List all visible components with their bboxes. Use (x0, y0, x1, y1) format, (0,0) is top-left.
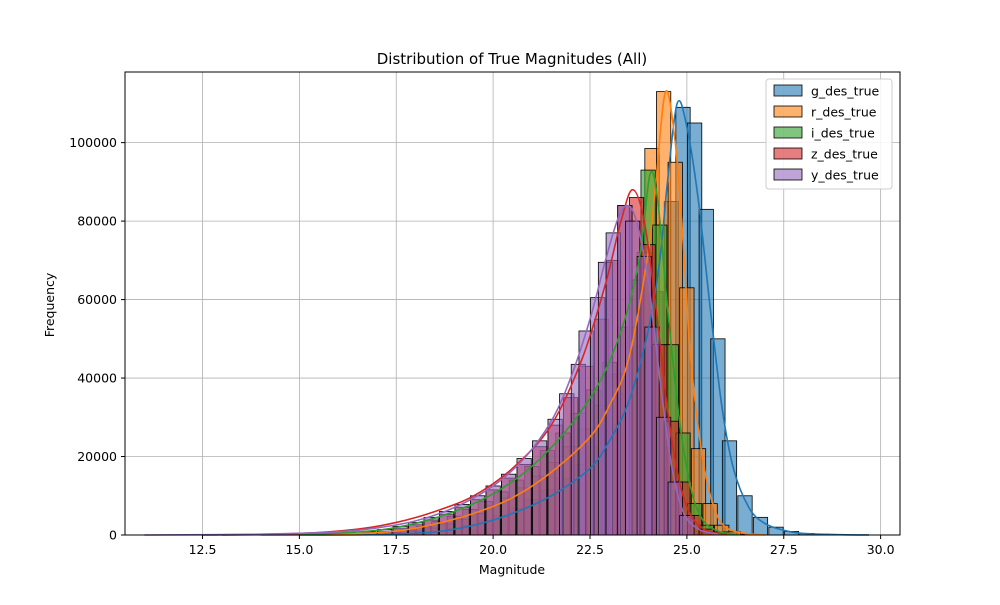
legend: g_des_true r_des_true i_des_true z_des_true… (766, 79, 892, 189)
x-tick-label: 17.5 (382, 542, 410, 557)
legend-label-z_des_true: z_des_true (811, 147, 878, 162)
y-tick-label: 0 (109, 528, 117, 543)
x-tick-label: 15.0 (285, 542, 313, 557)
x-tick-label: 12.5 (189, 542, 217, 557)
legend-label-y_des_true: y_des_true (811, 168, 879, 183)
legend-swatch-y_des_true (774, 169, 802, 180)
legend-swatch-i_des_true (774, 127, 802, 138)
chart-title: Distribution of True Magnitudes (All) (377, 50, 647, 68)
x-tick-label: 25.0 (673, 542, 701, 557)
y-axis-label: Frequency (42, 272, 57, 337)
y-tick-label: 80000 (77, 214, 117, 229)
legend-swatch-g_des_true (774, 85, 802, 96)
x-axis-label: Magnitude (479, 562, 546, 577)
y-tick-label: 100000 (69, 135, 117, 150)
legend-label-g_des_true: g_des_true (811, 84, 880, 99)
y-tick-label: 20000 (77, 449, 117, 464)
legend-swatch-r_des_true (774, 106, 802, 117)
y-ticks: 0 20000 40000 60000 80000 100000 (69, 135, 125, 542)
legend-swatch-z_des_true (774, 148, 802, 159)
y-tick-label: 40000 (77, 371, 117, 386)
x-tick-label: 22.5 (576, 542, 604, 557)
x-tick-label: 20.0 (479, 542, 507, 557)
legend-label-i_des_true: i_des_true (811, 126, 875, 141)
x-tick-label: 30.0 (867, 542, 895, 557)
legend-label-r_des_true: r_des_true (811, 105, 877, 120)
x-ticks: 12.5 15.0 17.5 20.0 22.5 25.0 27.5 30.0 (189, 535, 895, 557)
histogram-bar (517, 458, 531, 535)
x-tick-label: 27.5 (770, 542, 798, 557)
kde-curves (144, 91, 869, 535)
y-tick-label: 60000 (77, 292, 117, 307)
